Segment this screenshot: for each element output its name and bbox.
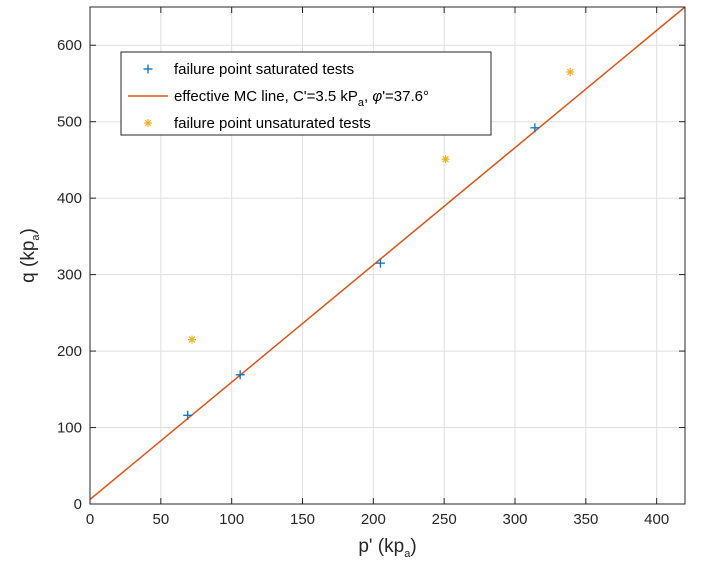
legend-star-glyph xyxy=(144,119,152,127)
y-tick-label: 200 xyxy=(57,343,82,360)
saturated-point xyxy=(530,123,539,132)
y-tick-label: 100 xyxy=(57,420,82,437)
saturated-point xyxy=(183,411,192,420)
x-tick-label: 350 xyxy=(573,511,598,528)
x-tick-label: 100 xyxy=(219,511,244,528)
unsaturated-point xyxy=(188,336,196,344)
legend-label-saturated: failure point saturated tests xyxy=(174,61,354,78)
y-tick-label: 0 xyxy=(74,496,82,513)
legend-marker-unsaturated xyxy=(144,119,152,127)
y-axis-label: q (kpa) xyxy=(18,228,42,283)
y-tick-label: 500 xyxy=(57,114,82,131)
legend-label-unsaturated: failure point unsaturated tests xyxy=(174,115,371,132)
legend: failure point saturated tests effective … xyxy=(121,52,491,135)
x-axis-label: p' (kpa) xyxy=(358,536,416,560)
y-tick-label: 300 xyxy=(57,267,82,284)
saturated-point xyxy=(376,259,385,268)
y-tick-label: 600 xyxy=(57,37,82,54)
x-tick-label: 200 xyxy=(361,511,386,528)
unsaturated-point xyxy=(566,68,574,76)
x-tick-label: 400 xyxy=(644,511,669,528)
x-tick-label: 250 xyxy=(432,511,457,528)
x-tick-label: 50 xyxy=(152,511,169,528)
y-tick-label: 400 xyxy=(57,190,82,207)
x-tick-label: 0 xyxy=(86,511,94,528)
unsaturated-point xyxy=(442,155,450,163)
x-tick-label: 150 xyxy=(290,511,315,528)
x-tick-label: 300 xyxy=(502,511,527,528)
